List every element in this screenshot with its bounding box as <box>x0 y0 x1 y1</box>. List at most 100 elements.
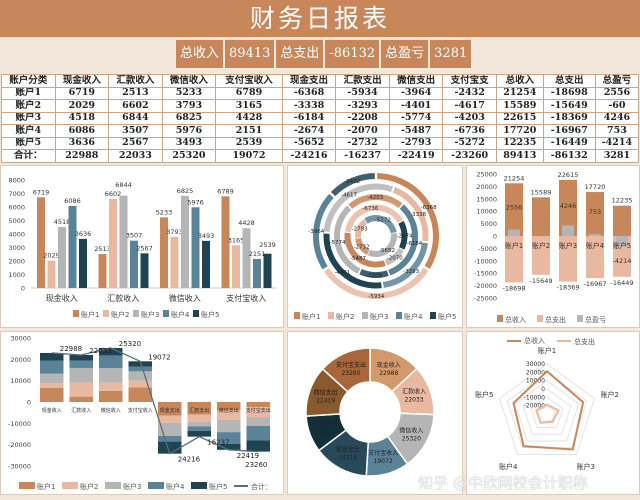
data-label: 3165 <box>228 236 245 244</box>
data-label: 4246 <box>560 202 577 210</box>
axis-label: 账户1 <box>538 346 556 355</box>
stack-segment <box>70 368 94 383</box>
r-tick-label: -10000 <box>524 394 545 401</box>
r-tick-label: -20000 <box>524 403 545 410</box>
table-cell: 6825 <box>162 112 216 125</box>
total-expense-label: 总支出 <box>276 40 323 68</box>
y-tick-label: 10000 <box>10 377 31 385</box>
stack-segment <box>99 368 123 383</box>
stack-segment <box>40 383 64 387</box>
legend-swatch <box>133 310 139 317</box>
data-label: 16237 <box>207 439 229 447</box>
table-cell: 2567 <box>109 137 163 150</box>
y-tick-label: 1000 <box>8 271 25 279</box>
x-tick-label: 微信收入 <box>101 407 121 414</box>
data-label: 22615 <box>558 171 579 179</box>
table-cell: 总支出 <box>543 75 595 88</box>
table-cell: 4518 <box>55 112 109 125</box>
table-cell: -5272 <box>443 137 497 150</box>
data-label: -2208 <box>366 273 382 279</box>
legend-swatch <box>103 310 109 317</box>
bar <box>141 253 149 288</box>
table-cell: 微信支出 <box>389 75 443 88</box>
table-cell: 22033 <box>109 150 163 163</box>
axis-label: 账户2 <box>601 390 619 399</box>
table-cell: 3281 <box>595 150 638 163</box>
stack-segment <box>99 355 123 368</box>
table-cell: 6719 <box>55 87 109 100</box>
data-label: 3793 <box>166 228 183 236</box>
bar <box>109 199 117 288</box>
table-cell: -18369 <box>543 112 595 125</box>
expense-rings-chart: -6368-5934-3964-2432-3338-3293-4401-4617… <box>288 166 464 329</box>
table-cell: 合计： <box>2 150 56 163</box>
table-cell: 4246 <box>595 112 638 125</box>
income-bar-chart: 010002000300040005000600070008000现金收入671… <box>1 166 285 329</box>
stack-segment <box>188 426 212 430</box>
legend-swatch <box>163 310 169 317</box>
data-label: 2151 <box>249 250 266 258</box>
slice-label: 汇款收入 <box>402 388 426 396</box>
y-tick-label: -15000 <box>474 270 497 278</box>
table-cell: 3793 <box>162 100 216 113</box>
legend-swatch <box>105 482 121 489</box>
y-tick-label: -10000 <box>8 420 31 428</box>
table-cell: 5233 <box>162 87 216 100</box>
x-tick-label: 支付宝收入 <box>226 293 266 303</box>
data-label: -6736 <box>362 206 378 212</box>
data-label: -4214 <box>613 257 632 265</box>
data-label: 5976 <box>187 198 204 206</box>
bar <box>589 234 601 236</box>
table-cell: -6736 <box>443 125 497 138</box>
stack-segment <box>70 360 94 367</box>
y-tick-label: -20000 <box>474 282 497 290</box>
x-tick-label: 支付宝支出 <box>246 407 271 414</box>
table-cell: 753 <box>595 125 638 138</box>
data-label: 5233 <box>156 208 173 216</box>
expense-rings-panel: -6368-5934-3964-2432-3338-3293-4401-4617… <box>287 165 463 328</box>
data-label: -16967 <box>583 280 606 288</box>
data-label: -18698 <box>502 284 525 292</box>
stack-segment <box>247 402 271 407</box>
table-cell: 汇款收入 <box>109 75 163 88</box>
legend-label: 账户5 <box>201 310 219 319</box>
data-label: 6719 <box>33 188 50 196</box>
data-label: 6086 <box>64 197 81 205</box>
data-label: -5934 <box>368 294 384 300</box>
data-label: 19072 <box>148 353 170 361</box>
table-cell: 3636 <box>55 137 109 150</box>
data-label: 15589 <box>531 188 552 196</box>
legend-swatch <box>328 312 334 319</box>
legend-swatch <box>191 482 207 489</box>
legend-swatch <box>430 312 436 319</box>
bar <box>232 245 240 288</box>
table-cell: 账户3 <box>2 112 56 125</box>
stack-segment <box>129 367 153 372</box>
legend-label: 账户2 <box>111 310 129 319</box>
table-cell: 22988 <box>55 150 109 163</box>
data-label: -5487 <box>350 256 366 262</box>
slice-value: 25320 <box>402 435 421 442</box>
table-cell: -16449 <box>543 137 595 150</box>
legend-label: 账户4 <box>171 310 190 319</box>
y-tick-label: 20000 <box>476 183 497 191</box>
slice-label: 微信收入 <box>399 426 423 434</box>
y-tick-label: 7000 <box>8 190 25 198</box>
table-cell: -5652 <box>282 137 336 150</box>
legend-swatch <box>577 315 583 322</box>
table-cell: 账户4 <box>2 125 56 138</box>
data-label: 6789 <box>217 187 234 195</box>
table-header-row: 账户分类现金收入汇款收入微信收入支付宝收入现金支出汇款支出微信支出支付宝支总收入… <box>2 75 639 88</box>
table-cell: 19072 <box>216 150 283 163</box>
table-cell: 2556 <box>595 87 638 100</box>
legend-label: 总收入 <box>505 315 526 324</box>
x-tick-label: 汇款支出 <box>189 407 209 414</box>
data-label: -3964 <box>308 229 324 235</box>
table-cell: 89413 <box>496 150 543 163</box>
slice-value: 24216 <box>338 454 357 461</box>
table-cell: -5774 <box>389 112 443 125</box>
